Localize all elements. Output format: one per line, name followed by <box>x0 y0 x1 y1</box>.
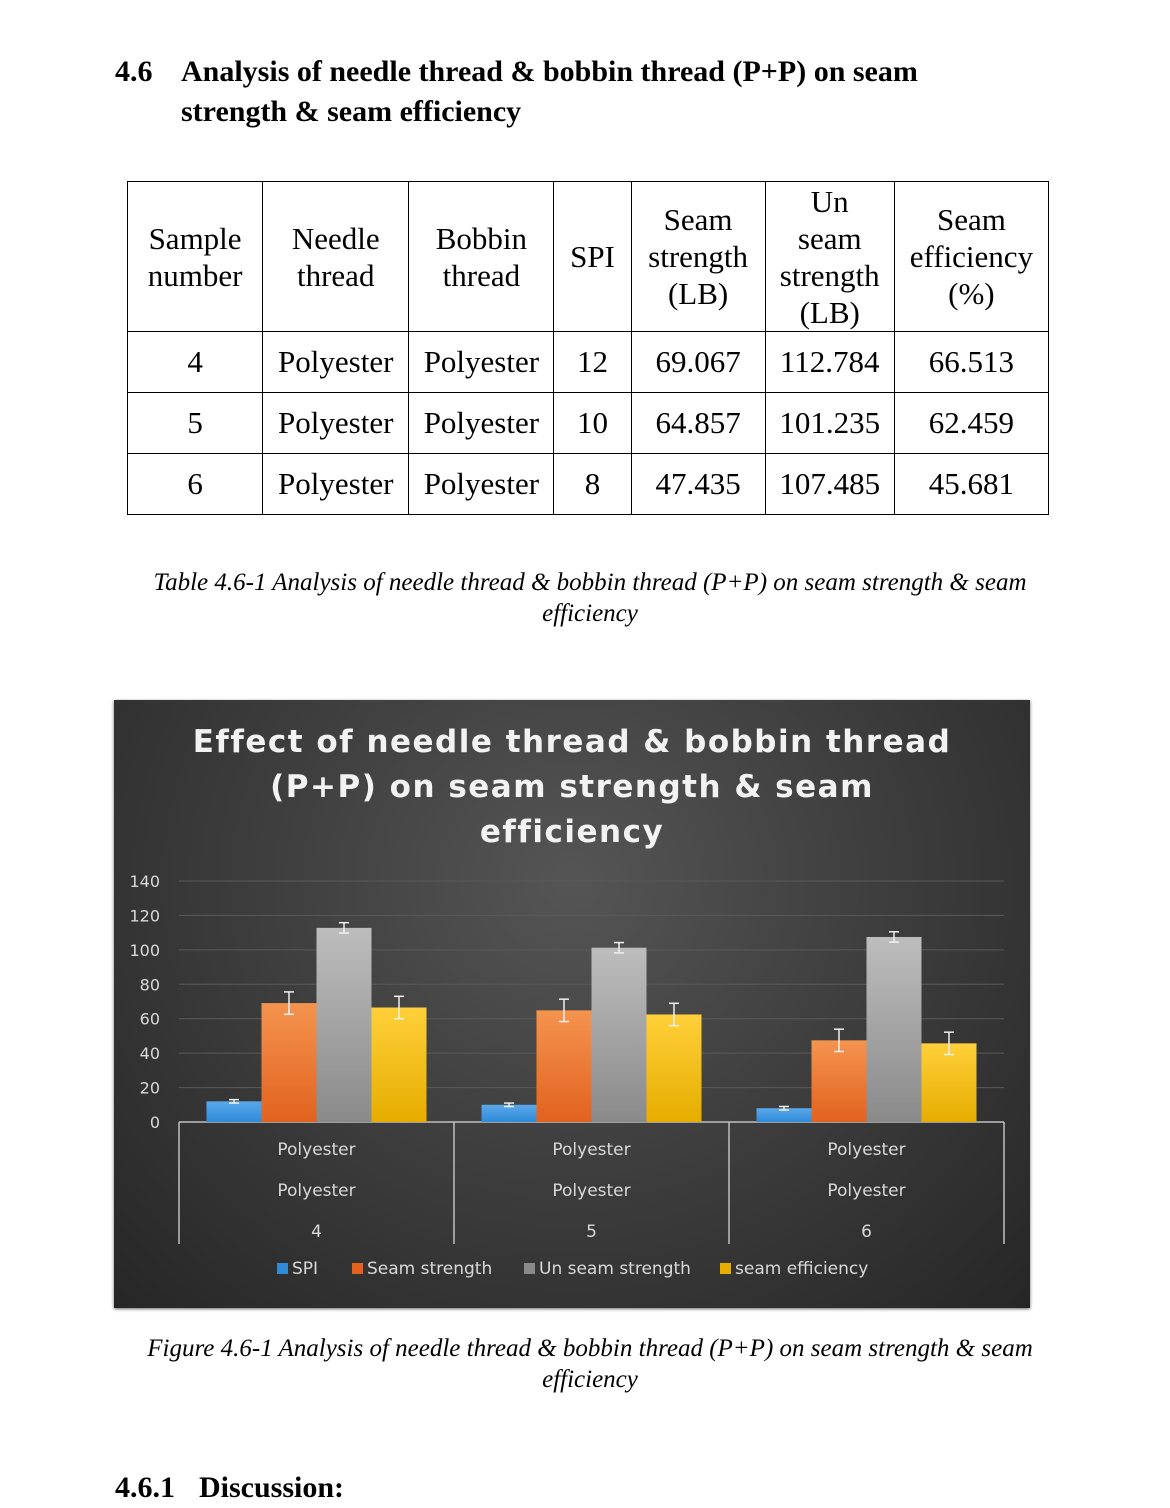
table-header-row: Sample number Needle thread Bobbin threa… <box>126 181 1050 332</box>
bar <box>206 1101 262 1122</box>
bar <box>591 947 647 1122</box>
chart-title: Effect of needle thread & bobbin thread <box>193 724 952 760</box>
bar <box>811 1040 867 1122</box>
header-seam-efficiency: Seam efficiency (%) <box>893 181 1050 332</box>
cell-needle: Polyester <box>262 331 410 393</box>
header-spi: SPI <box>553 181 632 332</box>
x-category-label: Polyester <box>827 1181 905 1201</box>
bar-chart: Effect of needle thread & bobbin thread (… <box>129 724 1005 1279</box>
table-caption: Table 4.6-1 Analysis of needle thread & … <box>153 569 1027 627</box>
cell-un-seam-strength: 107.485 <box>764 453 895 515</box>
section-title: Analysis of needle thread & bobbin threa… <box>181 55 918 128</box>
bar <box>316 927 372 1122</box>
cell-seam-efficiency: 62.459 <box>893 392 1050 454</box>
legend-label: Seam strength <box>367 1259 492 1279</box>
x-category-label: 4 <box>311 1222 322 1242</box>
x-category-label: Polyester <box>827 1140 905 1160</box>
chart-title: efficiency <box>480 814 664 850</box>
header-sample-number: Sample number <box>126 181 264 332</box>
bar <box>646 1014 702 1122</box>
x-category-label: Polyester <box>277 1140 355 1160</box>
legend-swatch <box>524 1263 535 1274</box>
cell-seam-efficiency: 45.681 <box>893 453 1050 515</box>
legend-label: seam efficiency <box>735 1259 868 1279</box>
y-tick-label: 0 <box>150 1113 160 1132</box>
header-seam-strength: Seam strength (LB) <box>630 181 766 332</box>
bar <box>261 1003 317 1122</box>
x-category-label: 6 <box>861 1222 872 1242</box>
bar <box>536 1010 592 1122</box>
table-row: 6 Polyester Polyester 8 47.435 107.485 4… <box>126 453 1050 515</box>
section-number: 4.6 <box>115 55 153 88</box>
chart-title: (P+P) on seam strength & seam <box>270 769 874 805</box>
cell-bobbin: Polyester <box>408 453 555 515</box>
x-category-label: Polyester <box>552 1181 630 1201</box>
cell-spi: 12 <box>553 331 632 393</box>
cell-needle: Polyester <box>262 392 410 454</box>
cell-seam-efficiency: 66.513 <box>893 331 1050 393</box>
cell-seam-strength: 69.067 <box>630 331 766 393</box>
legend-swatch <box>720 1263 731 1274</box>
cell-un-seam-strength: 112.784 <box>764 331 895 393</box>
y-tick-label: 120 <box>129 906 160 925</box>
y-tick-label: 60 <box>140 1010 160 1029</box>
y-tick-label: 20 <box>140 1079 160 1098</box>
y-tick-label: 140 <box>129 872 160 891</box>
bar <box>371 1007 427 1122</box>
results-table: Sample number Needle thread Bobbin threa… <box>126 181 1050 515</box>
cell-sample: 4 <box>126 331 264 393</box>
cell-needle: Polyester <box>262 453 410 515</box>
legend-swatch <box>352 1263 363 1274</box>
table-row: 4 Polyester Polyester 12 69.067 112.784 … <box>126 331 1050 393</box>
legend-label: SPI <box>292 1259 318 1279</box>
header-needle-thread: Needle thread <box>262 181 410 332</box>
cell-sample: 6 <box>126 453 264 515</box>
x-category-label: Polyester <box>277 1181 355 1201</box>
cell-un-seam-strength: 101.235 <box>764 392 895 454</box>
legend-label: Un seam strength <box>539 1259 691 1279</box>
header-un-seam-strength: Un seam strength (LB) <box>764 181 895 332</box>
bar <box>481 1104 537 1122</box>
figure-caption: Figure 4.6-1 Analysis of needle thread &… <box>147 1335 1033 1393</box>
bar <box>756 1108 812 1122</box>
cell-sample: 5 <box>126 392 264 454</box>
cell-seam-strength: 64.857 <box>630 392 766 454</box>
header-bobbin-thread: Bobbin thread <box>408 181 555 332</box>
subsection-title: Discussion: <box>199 1471 345 1504</box>
cell-bobbin: Polyester <box>408 331 555 393</box>
cell-spi: 10 <box>553 392 632 454</box>
legend-swatch <box>277 1263 288 1274</box>
y-tick-label: 80 <box>140 975 160 994</box>
chart-container: Effect of needle thread & bobbin thread (… <box>114 700 1030 1308</box>
y-tick-label: 40 <box>140 1044 160 1063</box>
bar <box>921 1043 977 1122</box>
x-category-label: Polyester <box>552 1140 630 1160</box>
bar <box>866 936 922 1122</box>
table-row: 5 Polyester Polyester 10 64.857 101.235 … <box>126 392 1050 454</box>
y-tick-label: 100 <box>129 941 160 960</box>
cell-spi: 8 <box>553 453 632 515</box>
subsection-number: 4.6.1 <box>115 1471 175 1504</box>
x-category-label: 5 <box>586 1222 597 1242</box>
cell-bobbin: Polyester <box>408 392 555 454</box>
cell-seam-strength: 47.435 <box>630 453 766 515</box>
